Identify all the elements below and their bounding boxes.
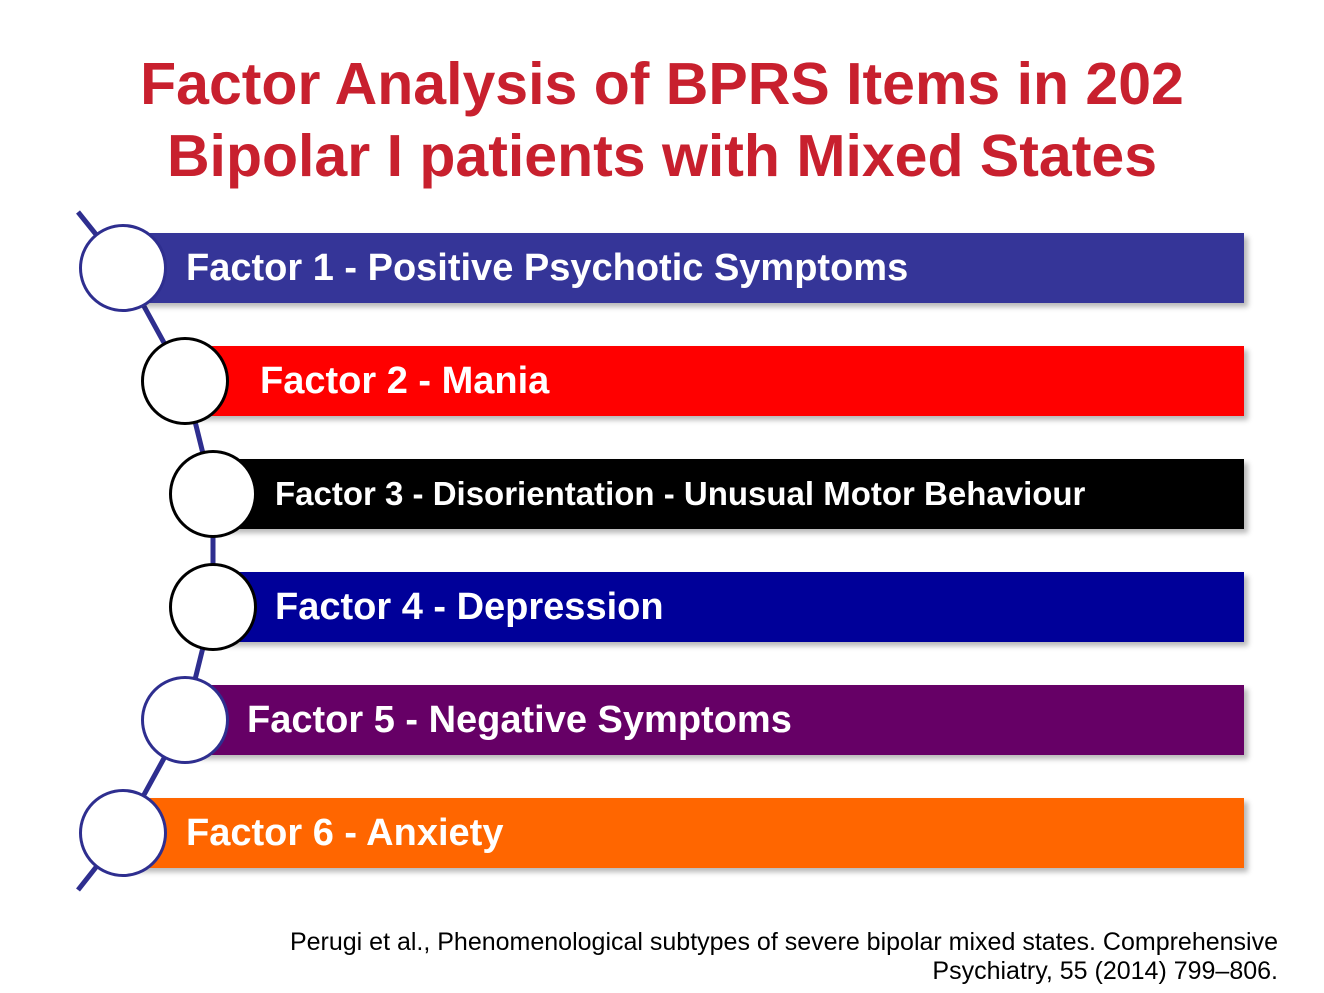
factor-bar-5: Factor 5 - Negative Symptoms (195, 685, 1244, 755)
factor-label-5: Factor 5 - Negative Symptoms (247, 698, 792, 741)
factor-label-6: Factor 6 - Anxiety (186, 811, 504, 854)
page-title: Factor Analysis of BPRS Items in 202 Bip… (0, 48, 1324, 192)
factor-label-4: Factor 4 - Depression (275, 585, 664, 628)
title-line-2: Bipolar I patients with Mixed States (166, 123, 1158, 189)
factor-node-3 (169, 450, 257, 538)
factor-node-1 (79, 224, 167, 312)
factor-node-5 (141, 676, 229, 764)
factor-node-2 (141, 337, 229, 425)
factor-bar-1: Factor 1 - Positive Psychotic Symptoms (133, 233, 1244, 303)
title-line-1: Factor Analysis of BPRS Items in 202 (140, 51, 1184, 117)
factor-bar-3: Factor 3 - Disorientation - Unusual Moto… (223, 459, 1244, 529)
factor-label-2: Factor 2 - Mania (260, 359, 550, 402)
citation: Perugi et al., Phenomenological subtypes… (38, 928, 1278, 986)
factor-node-4 (169, 563, 257, 651)
citation-line-1: Perugi et al., Phenomenological subtypes… (289, 928, 1278, 956)
citation-line-2: Psychiatry, 55 (2014) 799–806. (932, 957, 1278, 985)
factor-node-6 (79, 789, 167, 877)
factor-bar-2: Factor 2 - Mania (195, 346, 1244, 416)
factor-label-3: Factor 3 - Disorientation - Unusual Moto… (275, 475, 1086, 512)
factor-label-1: Factor 1 - Positive Psychotic Symptoms (186, 246, 909, 289)
factor-bar-6: Factor 6 - Anxiety (133, 798, 1244, 868)
factor-bar-4: Factor 4 - Depression (223, 572, 1244, 642)
